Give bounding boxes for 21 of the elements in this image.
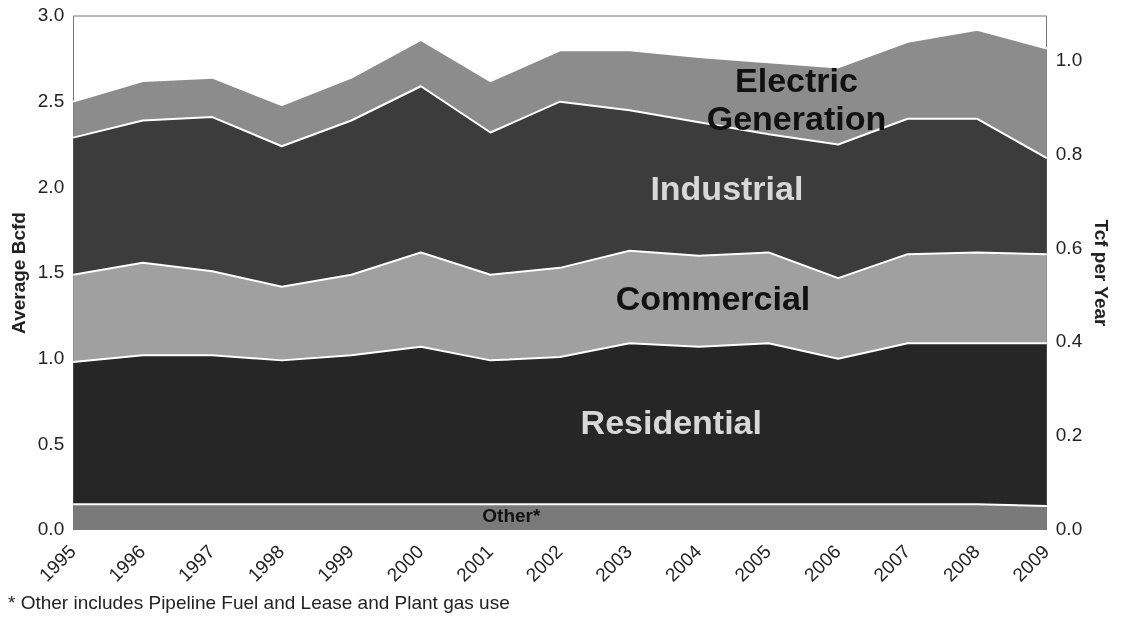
y-tick-label: 0.5 <box>37 432 65 454</box>
text: * Other includes Pipeline Fuel and Lease and Plant gas use <box>8 592 510 614</box>
y-tick-label: 3.0 <box>37 4 65 26</box>
series-label: Commercial <box>615 278 811 317</box>
series-label: Electric Generation <box>706 60 887 137</box>
y2-tick-label: 0.6 <box>1055 236 1083 258</box>
y-tick-label: 1.0 <box>37 346 65 368</box>
y2-tick-label: 1.0 <box>1055 48 1083 70</box>
y2-tick-label: 0.8 <box>1055 142 1083 164</box>
y2-tick-label: 0.2 <box>1055 424 1083 446</box>
y-tick-label: 2.5 <box>37 89 65 111</box>
series-label: Residential <box>580 403 762 442</box>
series-label: Other* <box>482 505 541 527</box>
y-axis-title: Average Bcfd <box>7 212 29 334</box>
y2-axis-title: Tcf per Year <box>1091 219 1113 328</box>
y2-tick-label: 0.4 <box>1055 330 1083 352</box>
y-tick-label: 1.5 <box>37 261 65 283</box>
series-label: Industrial <box>650 169 804 208</box>
y2-tick-label: 0.0 <box>1055 518 1083 540</box>
y-tick-label: 2.0 <box>37 175 65 197</box>
y-tick-label: 0.0 <box>37 518 65 540</box>
